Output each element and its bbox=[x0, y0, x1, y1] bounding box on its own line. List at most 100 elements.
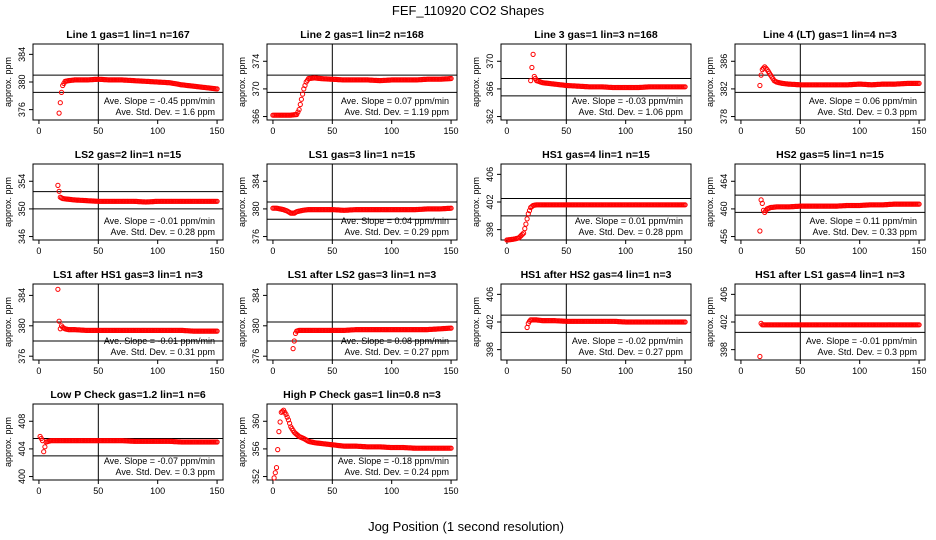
plot-frame bbox=[734, 43, 926, 121]
x-tick-label: 0 bbox=[738, 366, 743, 376]
data-point bbox=[530, 51, 536, 58]
x-tick-label: 50 bbox=[327, 486, 337, 496]
chart-panel-10: LS1 after LS2 gas=3 lin=1 n=3 0 50 100 150 37… bbox=[237, 269, 459, 376]
y-tick-label: 376 bbox=[251, 229, 261, 244]
x-tick-label: 100 bbox=[150, 366, 165, 376]
chart-panel-11: HS1 after HS2 gas=4 lin=1 n=3 0 50 100 150 39… bbox=[471, 269, 693, 376]
data-point bbox=[297, 101, 303, 108]
y-tick-label: 356 bbox=[251, 441, 261, 456]
data-point bbox=[524, 324, 530, 331]
data-point bbox=[56, 110, 62, 116]
std-dev-annotation: Ave. Std. Dev. = 0.29 ppm bbox=[345, 227, 449, 237]
slope-annotation: Ave. Slope = 0.01 ppm/min bbox=[575, 216, 683, 226]
x-tick-label: 0 bbox=[504, 366, 509, 376]
data-point bbox=[214, 86, 220, 92]
x-tick-label: 0 bbox=[270, 246, 275, 256]
data-point bbox=[524, 216, 530, 222]
chart-panel-5: LS2 gas=2 lin=1 n=15 0 50 100 150 346 350 354 ap… bbox=[3, 149, 225, 256]
data-point bbox=[916, 80, 922, 87]
x-tick-label: 100 bbox=[150, 126, 165, 136]
std-dev-annotation: Ave. Std. Dev. = 0.27 ppm bbox=[579, 347, 683, 357]
x-tick-label: 0 bbox=[504, 126, 509, 136]
chart-panel-1: Line 1 gas=1 lin=1 n=167 0 50 100 150 376 380 3… bbox=[3, 29, 225, 136]
y-tick-label: 384 bbox=[17, 288, 27, 303]
data-point bbox=[295, 109, 301, 115]
data-point bbox=[272, 470, 278, 476]
y-axis-label: approx. ppm bbox=[237, 297, 247, 347]
chart-panel-7: HS1 gas=4 lin=1 n=15 0 50 100 150 398 402 406 ap… bbox=[471, 149, 693, 256]
data-point bbox=[277, 419, 283, 425]
std-dev-annotation: Ave. Std. Dev. = 0.24 ppm bbox=[345, 467, 449, 477]
figure-xlabel: Jog Position (1 second resolution) bbox=[368, 519, 564, 534]
panel-title: Low P Check gas=1.2 lin=1 n=6 bbox=[50, 389, 205, 401]
x-tick-label: 0 bbox=[270, 366, 275, 376]
x-tick-label: 0 bbox=[36, 246, 41, 256]
x-tick-label: 150 bbox=[210, 486, 225, 496]
x-tick-label: 0 bbox=[270, 486, 275, 496]
x-tick-label: 50 bbox=[327, 126, 337, 136]
y-tick-label: 380 bbox=[17, 318, 27, 333]
x-tick-label: 150 bbox=[210, 246, 225, 256]
std-dev-annotation: Ave. Std. Dev. = 0.28 ppm bbox=[111, 227, 215, 237]
plot-frame bbox=[266, 403, 458, 481]
y-axis-label: approx. ppm bbox=[471, 177, 481, 227]
chart-panel-6: LS1 gas=3 lin=1 n=15 0 50 100 150 376 380 384 ap… bbox=[237, 149, 459, 256]
data-point bbox=[214, 439, 220, 445]
data-point bbox=[682, 84, 688, 90]
data-point bbox=[284, 414, 290, 420]
std-dev-annotation: Ave. Std. Dev. = 0.31 ppm bbox=[111, 347, 215, 357]
panel-title: LS1 gas=3 lin=1 n=15 bbox=[309, 149, 416, 161]
data-points bbox=[757, 197, 922, 234]
x-tick-label: 100 bbox=[150, 246, 165, 256]
data-point bbox=[523, 221, 529, 227]
data-point bbox=[528, 78, 534, 84]
y-tick-label: 350 bbox=[17, 201, 27, 216]
data-point bbox=[519, 231, 526, 237]
data-point bbox=[296, 107, 302, 113]
data-point bbox=[300, 91, 306, 97]
x-tick-label: 50 bbox=[93, 126, 103, 136]
std-dev-annotation: Ave. Std. Dev. = 0.33 ppm bbox=[813, 227, 917, 237]
x-tick-label: 50 bbox=[561, 366, 571, 376]
data-points bbox=[37, 433, 220, 455]
data-point bbox=[214, 328, 220, 334]
x-tick-label: 50 bbox=[93, 486, 103, 496]
x-tick-label: 150 bbox=[444, 246, 459, 256]
std-dev-annotation: Ave. Std. Dev. = 0.27 ppm bbox=[345, 347, 449, 357]
y-tick-label: 404 bbox=[17, 441, 27, 456]
x-tick-label: 0 bbox=[738, 126, 743, 136]
y-tick-label: 346 bbox=[17, 229, 27, 244]
data-points bbox=[55, 286, 220, 334]
panel-title: LS1 after LS2 gas=3 lin=1 n=3 bbox=[288, 269, 437, 281]
data-point bbox=[56, 188, 62, 194]
y-tick-label: 386 bbox=[719, 54, 729, 69]
data-point bbox=[759, 200, 765, 206]
slope-annotation: Ave. Slope = -0.01 ppm/min bbox=[806, 336, 917, 346]
x-tick-label: 50 bbox=[795, 126, 805, 136]
data-point bbox=[522, 226, 528, 232]
x-tick-label: 150 bbox=[912, 246, 927, 256]
y-tick-label: 376 bbox=[251, 349, 261, 364]
data-point bbox=[55, 182, 61, 188]
data-points bbox=[524, 317, 688, 331]
x-tick-label: 50 bbox=[561, 246, 571, 256]
x-tick-label: 50 bbox=[795, 366, 805, 376]
plot-frame bbox=[266, 43, 458, 121]
data-point bbox=[757, 228, 763, 234]
data-point bbox=[682, 202, 688, 208]
y-tick-label: 370 bbox=[485, 54, 495, 69]
x-tick-label: 100 bbox=[384, 126, 399, 136]
y-tick-label: 380 bbox=[251, 318, 261, 333]
x-tick-label: 150 bbox=[678, 366, 693, 376]
y-tick-label: 406 bbox=[719, 287, 729, 302]
slope-annotation: Ave. Slope = 0.06 ppm/min bbox=[809, 96, 917, 106]
y-axis-label: approx. ppm bbox=[237, 177, 247, 227]
x-tick-label: 100 bbox=[384, 366, 399, 376]
data-point bbox=[279, 408, 285, 414]
y-tick-label: 366 bbox=[251, 109, 261, 124]
slope-annotation: Ave. Slope = -0.45 ppm/min bbox=[104, 96, 215, 106]
y-axis-label: approx. ppm bbox=[237, 57, 247, 107]
data-point bbox=[42, 444, 48, 450]
y-tick-label: 380 bbox=[17, 74, 27, 89]
panel-title: Line 3 gas=1 lin=3 n=168 bbox=[534, 29, 658, 41]
